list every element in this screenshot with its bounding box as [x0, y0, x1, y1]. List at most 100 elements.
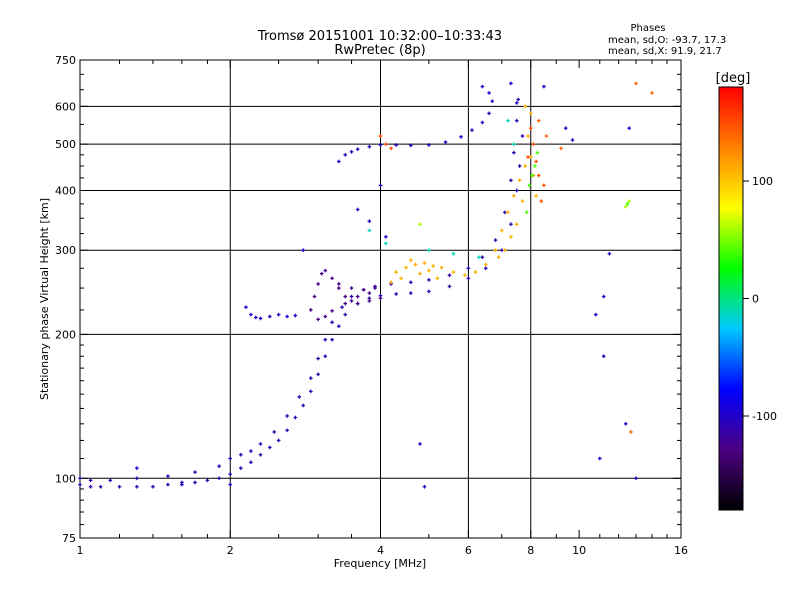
- data-point: [483, 262, 488, 267]
- data-point: [493, 238, 498, 242]
- data-point: [459, 135, 463, 139]
- data-point: [536, 118, 541, 123]
- data-point: [623, 422, 628, 426]
- data-point: [597, 456, 602, 461]
- data-point: [228, 482, 233, 487]
- data-point: [514, 118, 519, 123]
- data-point: [337, 159, 341, 164]
- data-point: [559, 146, 563, 151]
- data-point: [308, 389, 313, 394]
- data-point: [623, 204, 628, 209]
- data-point: [563, 126, 568, 130]
- data-point: [394, 270, 398, 274]
- data-point: [524, 210, 529, 215]
- data-point: [447, 273, 452, 277]
- data-point: [249, 460, 253, 465]
- data-point: [480, 120, 485, 125]
- data-point: [228, 472, 233, 476]
- data-point: [500, 228, 504, 233]
- stats-line-o: mean, sd,O: -93.7, 17.3: [608, 35, 726, 46]
- data-point: [470, 128, 474, 132]
- data-point: [319, 271, 324, 276]
- data-point: [267, 445, 272, 450]
- data-point: [601, 294, 606, 299]
- data-point: [447, 284, 452, 289]
- data-point: [542, 84, 546, 89]
- colorbar-tick-label: 100: [752, 175, 773, 188]
- data-point: [323, 314, 328, 319]
- data-point: [534, 193, 538, 198]
- data-point: [117, 484, 122, 489]
- data-point: [205, 478, 210, 483]
- data-point: [601, 354, 606, 359]
- data-point: [534, 159, 538, 164]
- data-point: [285, 428, 289, 433]
- data-point: [462, 273, 467, 277]
- data-point: [249, 449, 253, 453]
- data-point: [253, 315, 258, 320]
- data-point: [526, 155, 530, 159]
- data-point: [88, 478, 93, 483]
- data-point: [355, 301, 360, 306]
- colorbar-label: [deg]: [716, 71, 751, 86]
- data-point: [367, 144, 372, 149]
- y-axis-label: Stationary phase Virtual Height [km]: [38, 198, 51, 400]
- data-point: [285, 414, 289, 418]
- data-point: [530, 173, 534, 178]
- data-point: [367, 291, 372, 295]
- data-point: [418, 271, 422, 276]
- data-point: [239, 466, 243, 470]
- y-tick-label: 500: [55, 138, 76, 151]
- data-point: [413, 262, 418, 267]
- data-point: [528, 126, 533, 130]
- data-point: [239, 452, 243, 457]
- data-point: [542, 183, 546, 188]
- data-point: [523, 164, 528, 168]
- data-point: [361, 287, 366, 292]
- data-point: [217, 476, 221, 481]
- x-tick-label: 8: [527, 544, 534, 557]
- data-point: [349, 299, 354, 303]
- data-point: [514, 101, 519, 105]
- data-point: [443, 140, 448, 144]
- colorbar: [718, 86, 744, 511]
- data-point: [384, 235, 388, 239]
- data-point: [487, 91, 491, 95]
- data-point: [330, 276, 334, 281]
- data-point: [135, 484, 139, 489]
- data-point: [293, 415, 298, 420]
- chart-title: Tromsø 20151001 10:32:00–10:33:43: [257, 29, 502, 44]
- data-point: [408, 143, 413, 148]
- data-point: [378, 143, 383, 147]
- data-point: [258, 442, 263, 446]
- data-point: [520, 134, 525, 138]
- data-point: [512, 193, 516, 198]
- data-point: [378, 134, 383, 138]
- data-point: [151, 484, 155, 489]
- y-tick-label: 75: [62, 532, 76, 545]
- data-point: [244, 305, 248, 309]
- data-point: [394, 143, 398, 147]
- data-point: [427, 289, 431, 294]
- data-point: [355, 207, 360, 212]
- x-tick-label: 16: [674, 544, 688, 557]
- data-point: [514, 222, 519, 227]
- data-point: [439, 265, 444, 270]
- x-tick-label: 1: [77, 544, 84, 557]
- data-point: [166, 482, 170, 487]
- data-point: [267, 314, 272, 319]
- y-tick-label: 750: [55, 54, 76, 67]
- data-point: [408, 258, 413, 262]
- x-tick-label: 6: [465, 544, 472, 557]
- data-point: [399, 276, 403, 281]
- data-point: [349, 286, 354, 290]
- data-point: [378, 183, 383, 188]
- data-point: [520, 199, 525, 203]
- data-point: [343, 153, 348, 157]
- data-point: [349, 294, 354, 299]
- data-point: [634, 476, 638, 481]
- data-point: [473, 270, 478, 274]
- data-point: [340, 305, 344, 309]
- data-point: [514, 188, 519, 193]
